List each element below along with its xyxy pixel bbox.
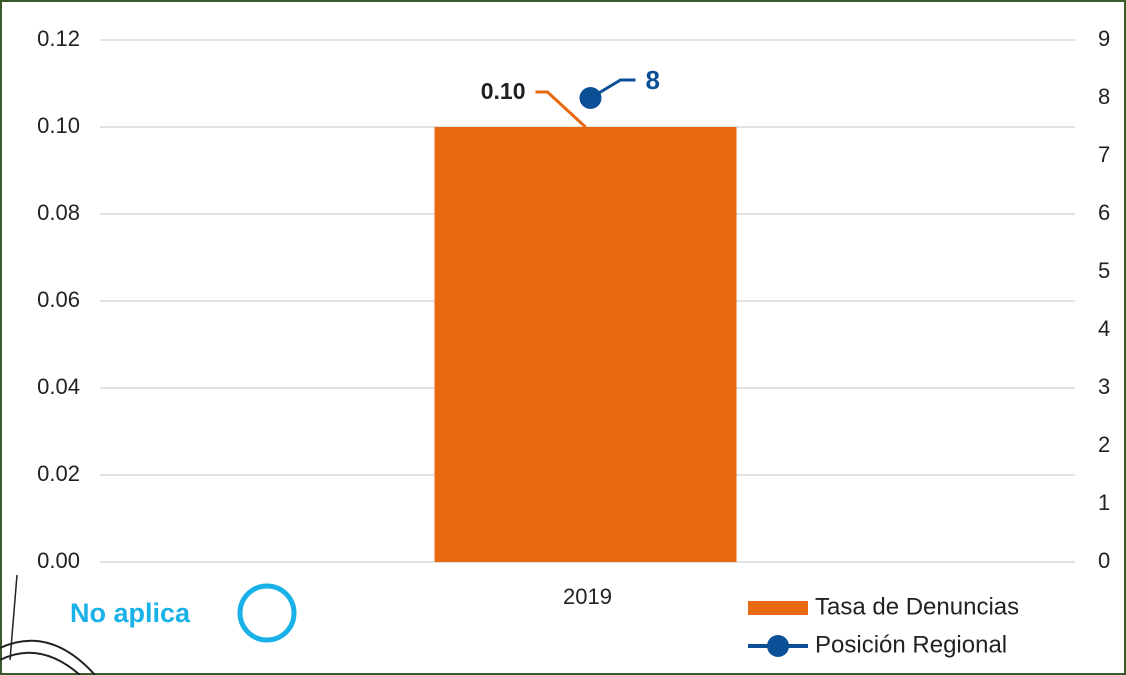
annotation-circle	[237, 583, 297, 643]
label-leader	[589, 78, 636, 100]
y2-tick-label: 8	[1098, 84, 1110, 109]
stamp-line	[9, 574, 18, 661]
x-tick-label: 2019	[563, 584, 612, 609]
data-label: 8	[646, 65, 660, 95]
y2-tick-label: 9	[1098, 26, 1110, 51]
y2-tick-label: 2	[1098, 432, 1110, 457]
legend-swatch	[748, 601, 808, 615]
y2-tick-label: 5	[1098, 258, 1110, 283]
y-tick-label: 0.04	[37, 374, 80, 399]
y2-tick-label: 1	[1098, 490, 1110, 515]
y2-tick-label: 4	[1098, 316, 1110, 341]
y2-tick-label: 3	[1098, 374, 1110, 399]
y2-tick-label: 0	[1098, 548, 1110, 573]
y-tick-label: 0.06	[37, 287, 80, 312]
label-leader	[535, 90, 587, 129]
legend-label: Posición Regional	[815, 631, 1007, 658]
bar	[434, 127, 737, 562]
stamp-fragment	[0, 639, 96, 675]
y2-tick-label: 7	[1098, 142, 1110, 167]
y2-tick-label: 6	[1098, 200, 1110, 225]
y-tick-label: 0.10	[37, 113, 80, 138]
y-tick-label: 0.08	[37, 200, 80, 225]
y-tick-label: 0.02	[37, 461, 80, 486]
annotation: No aplica	[70, 598, 191, 628]
data-label: 0.10	[481, 78, 526, 104]
legend-label: Tasa de Denuncias	[815, 593, 1019, 620]
y-tick-label: 0.12	[37, 26, 80, 51]
y-tick-label: 0.00	[37, 548, 80, 573]
line-point	[579, 87, 602, 109]
legend-swatch	[767, 635, 789, 657]
